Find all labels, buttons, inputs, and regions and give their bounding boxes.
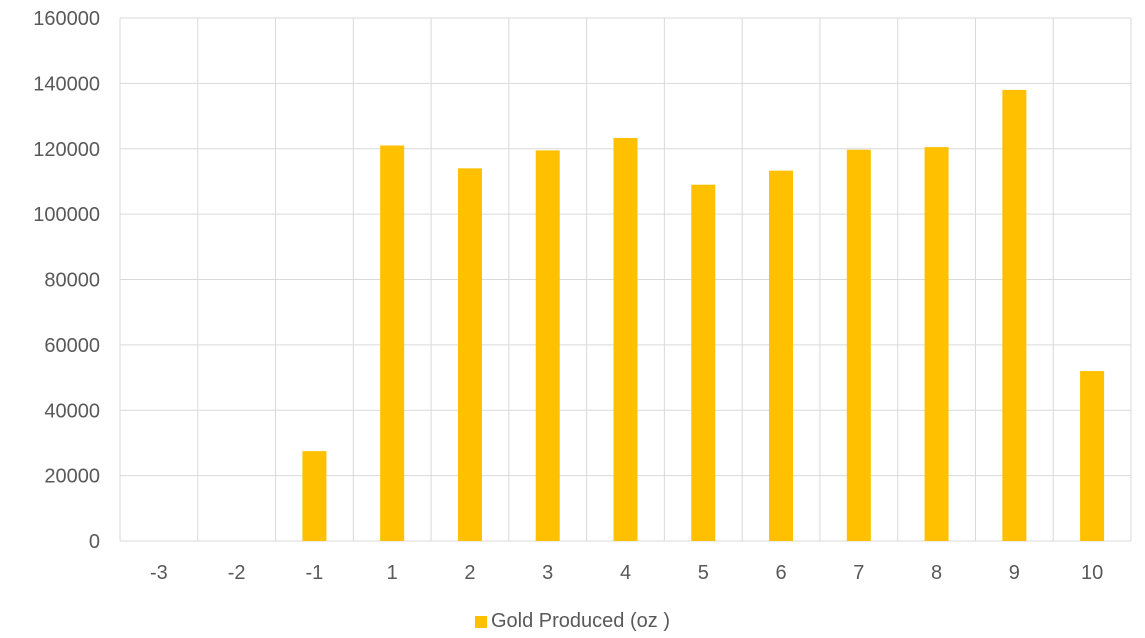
x-tick-label: 10 (1081, 562, 1103, 584)
bar (302, 451, 327, 541)
bar (691, 184, 716, 542)
x-tick-label: 1 (387, 562, 398, 584)
legend-swatch (475, 615, 487, 628)
bars (302, 89, 1105, 542)
x-tick-label: 2 (464, 562, 475, 584)
bar (1080, 371, 1105, 541)
y-tick-label: 60000 (44, 335, 100, 357)
bar (380, 145, 405, 541)
y-tick-label: 140000 (33, 73, 100, 95)
y-tick-label: 120000 (33, 139, 100, 161)
y-tick-label: 20000 (44, 466, 100, 488)
x-axis-tick-labels: -3 -2 -1 1 2 3 4 5 6 7 8 9 10 (150, 562, 1103, 584)
x-tick-label: 8 (931, 562, 942, 584)
gridlines (119, 17, 1132, 542)
legend: Gold Produced (oz ) (0, 610, 1145, 633)
x-tick-label: 5 (698, 562, 709, 584)
bar (924, 147, 949, 541)
x-tick-label: 7 (853, 562, 864, 584)
x-tick-label: 3 (542, 562, 553, 584)
y-tick-label: 40000 (44, 400, 100, 422)
bar (846, 149, 871, 541)
x-tick-label: -3 (150, 562, 168, 584)
y-tick-label: 0 (89, 531, 100, 553)
bar (613, 137, 638, 541)
legend-label: Gold Produced (oz ) (491, 610, 670, 632)
y-tick-label: 160000 (33, 8, 100, 30)
x-tick-label: -2 (228, 562, 246, 584)
x-tick-label: -1 (306, 562, 324, 584)
bar (535, 150, 560, 541)
bar (769, 170, 794, 541)
x-tick-label: 6 (775, 562, 786, 584)
y-tick-label: 80000 (44, 270, 100, 292)
bar (457, 168, 482, 542)
x-tick-label: 4 (620, 562, 631, 584)
bar (1002, 89, 1027, 541)
x-tick-label: 9 (1009, 562, 1020, 584)
y-axis-tick-labels: 0 20000 40000 60000 80000 100000 120000 140000 1… (33, 8, 100, 553)
y-tick-label: 100000 (33, 204, 100, 226)
